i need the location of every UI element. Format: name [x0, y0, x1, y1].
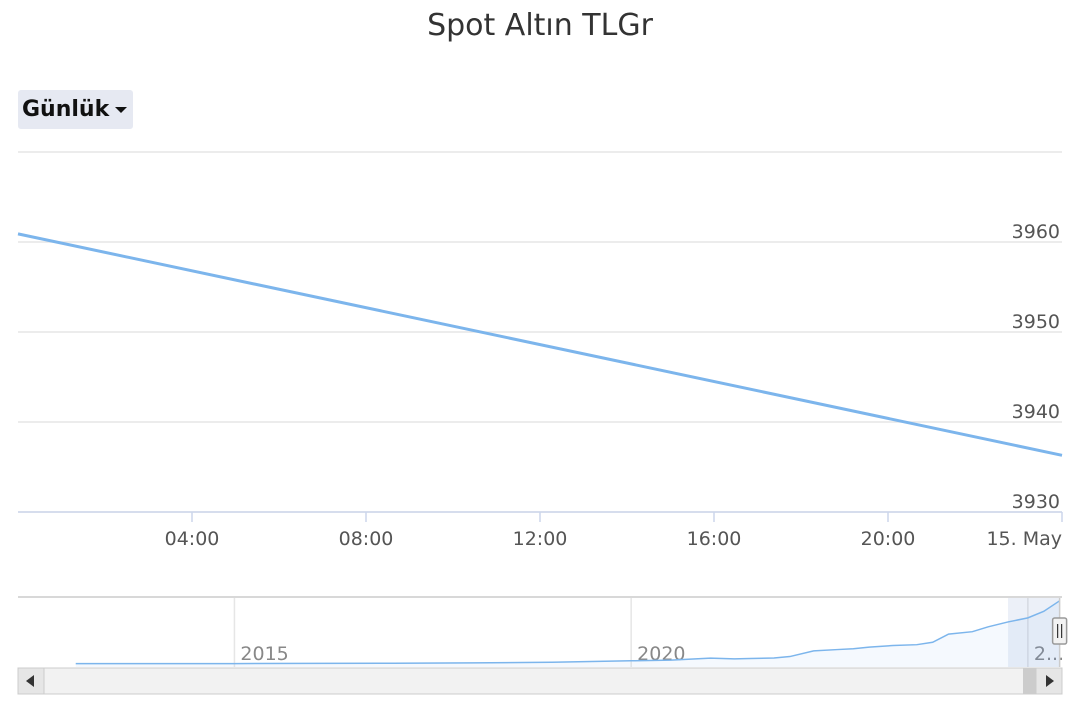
y-axis-ticks: 3930 3940 3950 3960 — [1012, 221, 1060, 513]
range-dropdown-label: Günlük — [22, 97, 110, 122]
navigator-line — [75, 600, 1061, 665]
arrow-left-icon — [26, 675, 34, 687]
grid-lines — [18, 151, 1062, 513]
y-tick-label: 3960 — [1012, 221, 1060, 243]
x-tick-label: 15. May — [986, 528, 1062, 550]
x-tick-label: 04:00 — [165, 528, 220, 550]
chevron-down-icon — [115, 106, 128, 113]
navigator[interactable]: 201520202... — [18, 596, 1068, 667]
y-tick-label: 3940 — [1012, 401, 1060, 423]
scrollbar[interactable] — [17, 667, 1063, 695]
x-axis-ticks: 04:00 08:00 12:00 16:00 20:00 15. May — [165, 512, 1063, 550]
navigator-handle[interactable] — [1051, 598, 1068, 667]
y-tick-label: 3950 — [1012, 311, 1060, 333]
navigator-tick-label: 2... — [1034, 643, 1064, 665]
navigator-grid: 201520202... — [233, 598, 1064, 667]
y-tick-label: 3930 — [1012, 491, 1060, 513]
x-tick-label: 16:00 — [687, 528, 742, 550]
chart-title: Spot Altın TLGr — [427, 8, 653, 43]
navigator-series-group — [75, 600, 1061, 667]
x-tick-label: 20:00 — [861, 528, 916, 550]
series-line — [17, 232, 1063, 457]
x-tick-label: 12:00 — [513, 528, 568, 550]
range-dropdown-button[interactable]: Günlük — [18, 90, 134, 129]
navigator-area — [75, 600, 1060, 667]
navigator-mask — [1008, 598, 1060, 667]
navigator-tick-label: 2015 — [240, 643, 288, 665]
x-tick-label: 08:00 — [339, 528, 394, 550]
navigator-handle-grip[interactable] — [1051, 617, 1068, 645]
scrollbar-thumb[interactable] — [1023, 668, 1036, 694]
arrow-right-icon — [1046, 675, 1054, 687]
scrollbar-track[interactable] — [17, 667, 1063, 695]
series-group — [17, 232, 1063, 457]
